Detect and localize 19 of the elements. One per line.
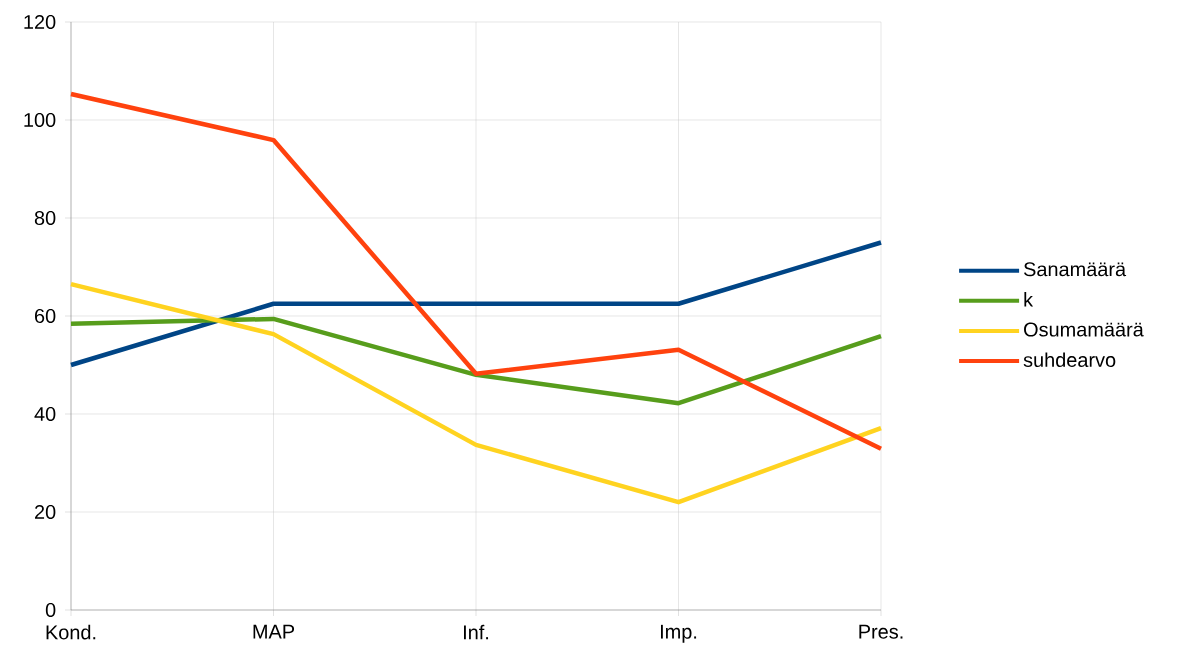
line-series: [68, 316, 884, 406]
x-tick-label: MAP: [253, 624, 295, 639]
x-tick-label: Kond.: [46, 624, 96, 640]
x-tick-label: Imp.: [660, 624, 697, 643]
y-tick-label: 80: [34, 210, 56, 226]
line-series: [68, 91, 884, 452]
legend-label: suhdearvo: [1023, 352, 1116, 367]
x-tick-label: Inf.: [464, 624, 489, 640]
y-tick-label: 120: [24, 14, 56, 30]
y-tick-label: 100: [24, 112, 56, 128]
line-series: [68, 281, 884, 505]
x-tick-label: Pres.: [859, 624, 903, 639]
y-tick-label: 60: [35, 308, 56, 324]
legend-label: k: [1024, 292, 1034, 307]
legend-label: Osumamäärä: [1024, 322, 1144, 337]
y-tick-label: 40: [34, 406, 56, 422]
y-tick-label: 20: [35, 504, 56, 520]
y-tick-label: 0: [45, 602, 56, 618]
legend-label: Sanamäärä: [1024, 262, 1127, 277]
